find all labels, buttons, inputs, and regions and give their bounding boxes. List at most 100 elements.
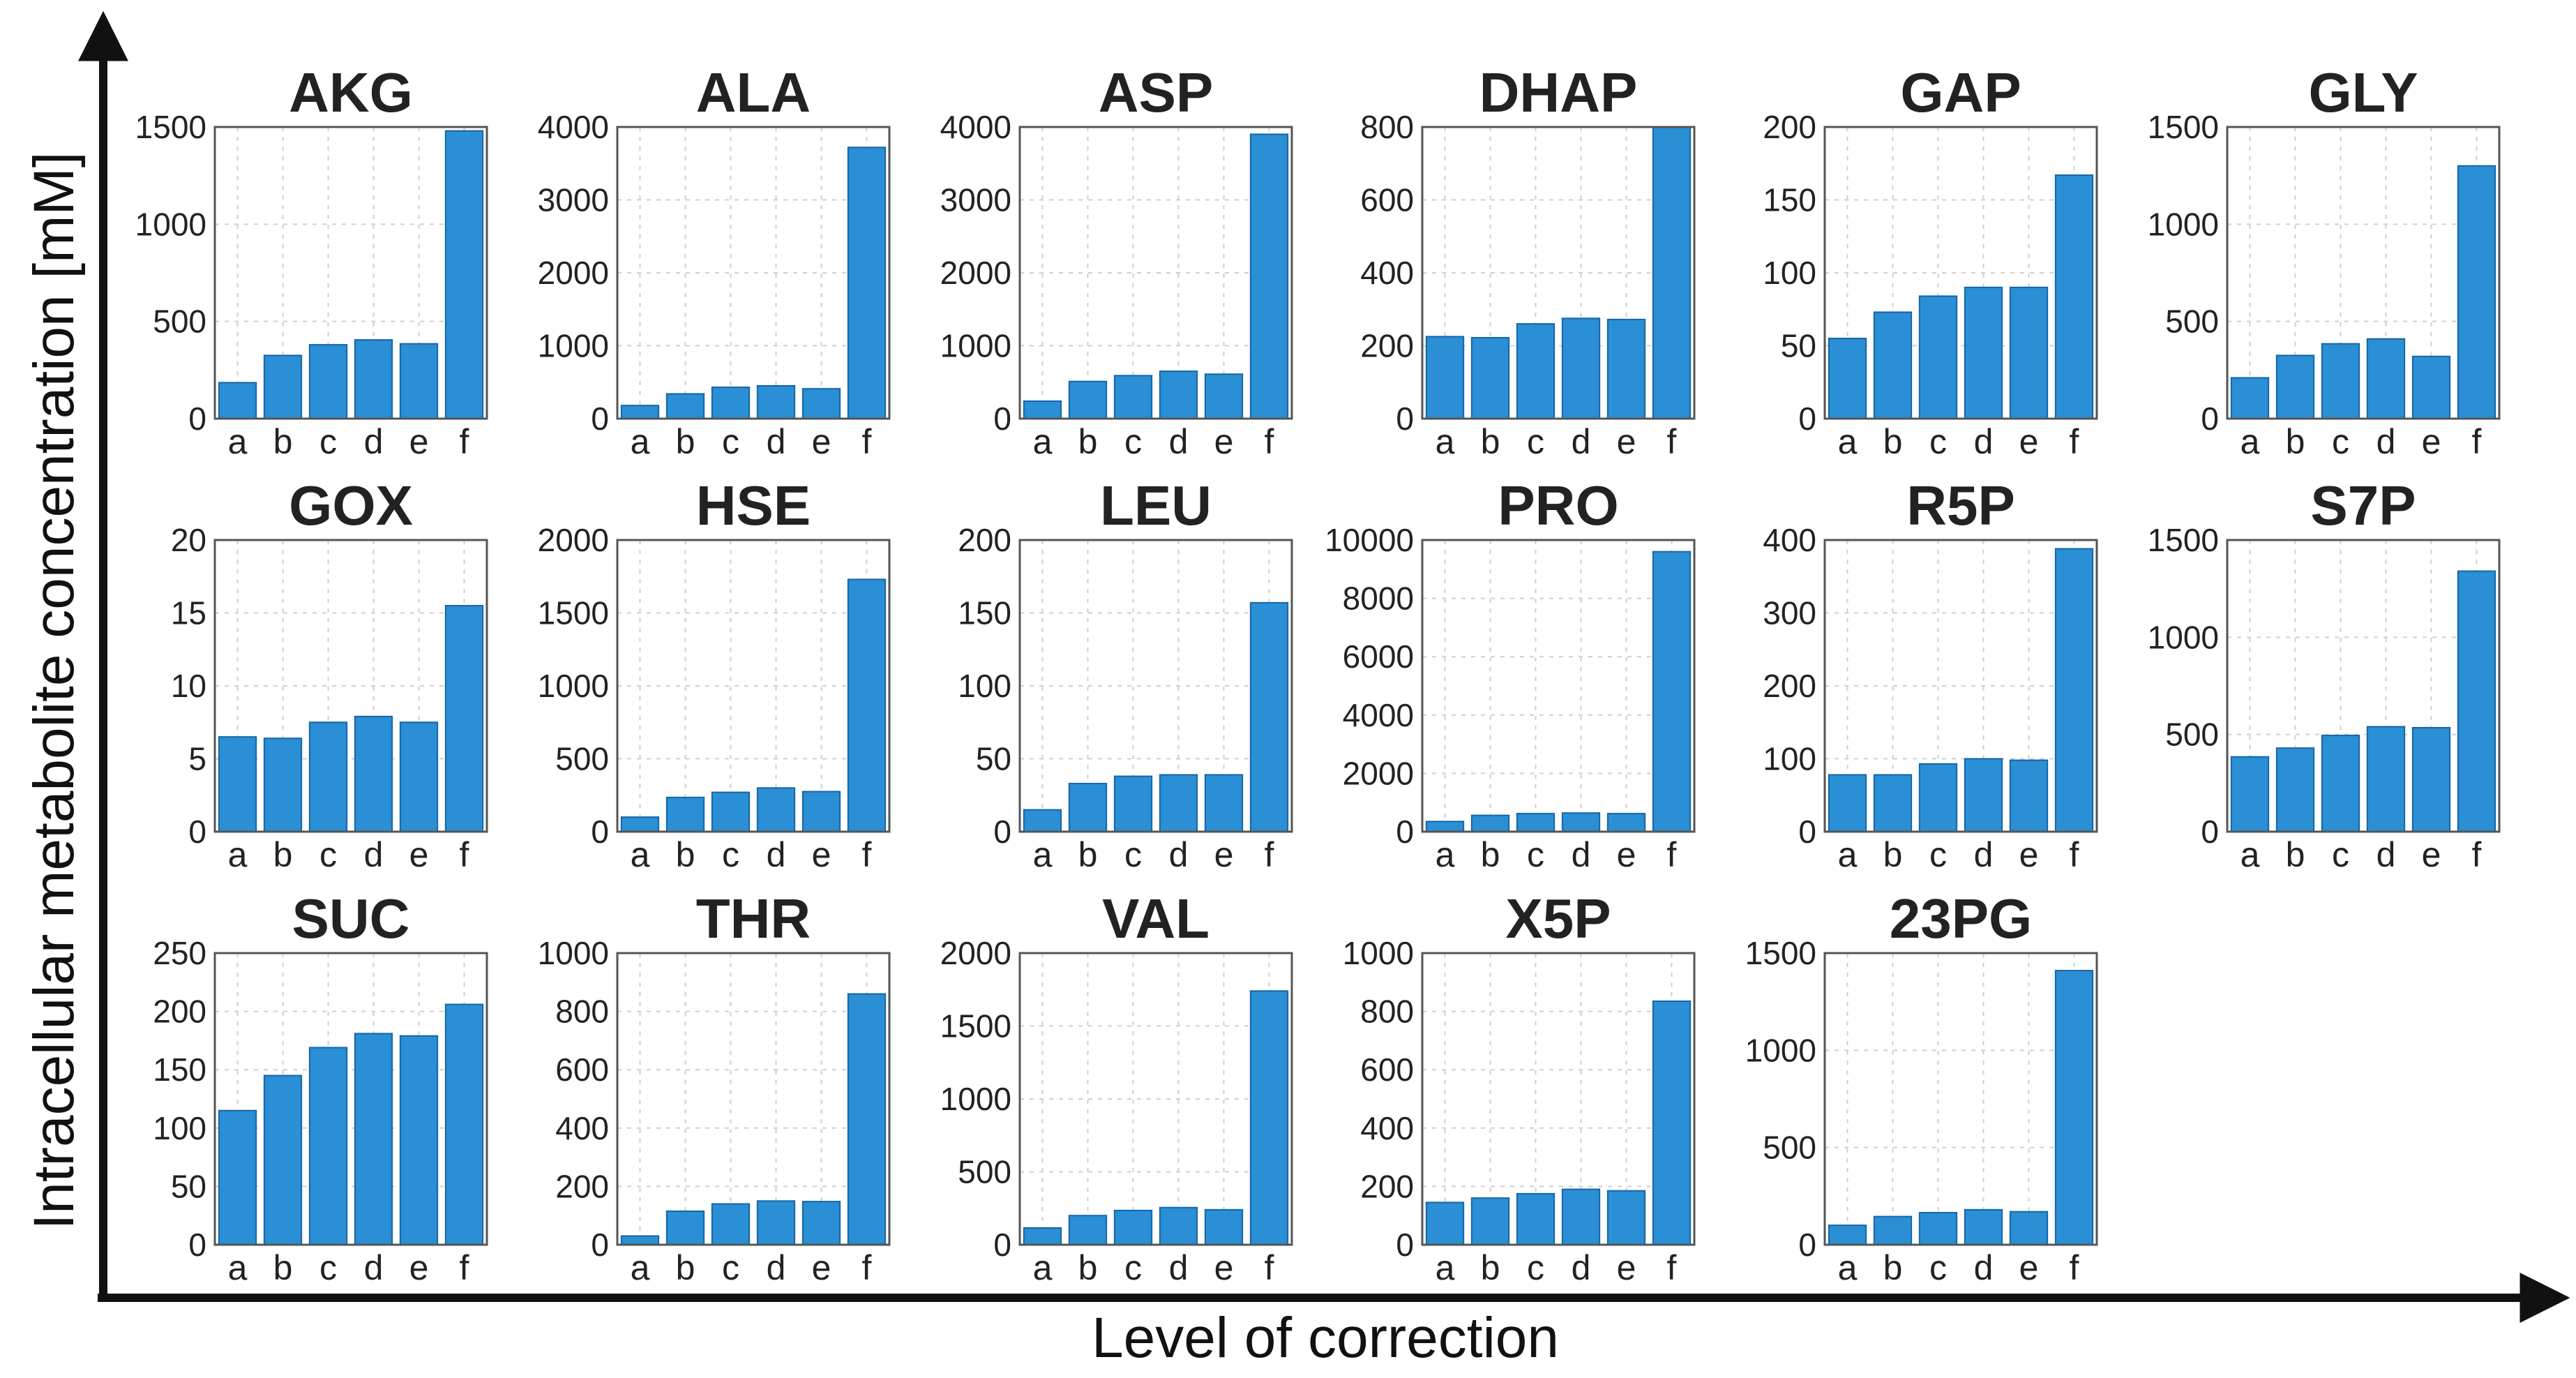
panel-s7p: 0 500 1000 1500 a b c d e f S7P <box>2148 474 2501 874</box>
x-tick-label: e <box>409 835 429 874</box>
bar-akg-f <box>444 130 484 419</box>
x-tick-label: d <box>364 422 384 461</box>
bar-leu-f <box>1249 601 1289 832</box>
bar-ala-f <box>847 147 887 419</box>
y-tick-label: 0 <box>188 1227 206 1263</box>
plot-frame <box>1823 952 2098 1246</box>
panel-hse: 0 500 1000 1500 2000 a b c d e f HSE <box>538 474 891 874</box>
y-tick-label: 10000 <box>1325 522 1414 558</box>
bar-ala-e <box>801 388 841 420</box>
x-tick-label: e <box>812 835 831 874</box>
chart-title-hse: HSE <box>696 474 811 537</box>
chart-title-asp: ASP <box>1099 61 1214 123</box>
x-tick-label: a <box>228 835 248 874</box>
x-tick-label: f <box>1265 1248 1274 1287</box>
x-tick-label: a <box>1838 422 1858 461</box>
bar-hse-a <box>620 816 660 832</box>
x-tick-label: d <box>1974 1248 1994 1287</box>
chart-title-suc: SUC <box>292 888 410 950</box>
y-tick-label: 1500 <box>2148 522 2219 558</box>
x-tick-label: f <box>862 422 872 461</box>
x-tick-label: f <box>1265 835 1274 874</box>
bar-val-d <box>1159 1206 1198 1245</box>
x-tick-label: f <box>2472 422 2482 461</box>
bar-x5p-d <box>1561 1188 1601 1245</box>
bar-leu-c <box>1113 775 1153 832</box>
y-tick-label: 150 <box>153 1051 206 1088</box>
x-tick-label: a <box>1436 1248 1455 1287</box>
y-tick-label: 200 <box>153 994 206 1030</box>
x-tick-label: d <box>1572 1248 1591 1287</box>
bar-dhap-e <box>1606 318 1646 419</box>
x-tick-label: a <box>1838 835 1858 874</box>
y-tick-label: 100 <box>1763 255 1816 291</box>
bar-pro-f <box>1652 551 1692 832</box>
x-tick-label: b <box>273 1248 293 1287</box>
bar-gox-d <box>354 715 393 833</box>
bar-gap-e <box>2009 286 2049 419</box>
x-tick-label: a <box>1436 422 1455 461</box>
bar-thr-a <box>620 1235 660 1245</box>
bar-asp-a <box>1023 400 1062 419</box>
x-tick-label: f <box>1667 835 1677 874</box>
panel-akg: 0 500 1000 1500 a b c d e f AKG <box>135 61 488 461</box>
x-tick-label: d <box>1572 422 1591 461</box>
bar-leu-d <box>1159 774 1198 832</box>
y-tick-label: 1000 <box>940 328 1011 364</box>
x-tick-label: d <box>2377 422 2396 461</box>
x-tick-label: c <box>1124 835 1142 874</box>
y-tick-label: 0 <box>1396 1227 1414 1263</box>
x-tick-label: d <box>1169 1248 1189 1287</box>
bar-gox-b <box>263 737 303 832</box>
y-tick-label: 3000 <box>538 182 609 218</box>
x-tick-label: a <box>1033 1248 1053 1287</box>
chart-title-thr: THR <box>696 888 811 950</box>
y-tick-label: 0 <box>2201 400 2219 437</box>
x-tick-label: f <box>460 835 469 874</box>
x-tick-label: d <box>1974 835 1994 874</box>
y-tick-label: 0 <box>1798 1227 1816 1263</box>
x-tick-label: c <box>319 1248 337 1287</box>
y-tick-label: 50 <box>976 741 1011 777</box>
bar-val-c <box>1113 1209 1153 1246</box>
bar-hse-f <box>847 578 887 832</box>
y-tick-label: 200 <box>958 522 1011 558</box>
bar-akg-c <box>308 344 348 419</box>
bar-gly-a <box>2230 377 2270 419</box>
bar-gox-c <box>308 721 348 832</box>
panel-x5p: 0 200 400 600 800 1000 a b c d e f X5P <box>1343 888 1696 1287</box>
y-tick-label: 1500 <box>135 109 206 145</box>
bar-asp-d <box>1159 370 1198 420</box>
x-tick-label: e <box>1214 835 1234 874</box>
bar-r5p-f <box>2054 548 2094 832</box>
x-tick-label: c <box>1527 422 1544 461</box>
x-tick-label: e <box>409 1248 429 1287</box>
bar-dhap-a <box>1425 336 1465 419</box>
y-tick-label: 2000 <box>1343 755 1414 791</box>
x-tick-label: d <box>1572 835 1591 874</box>
bar-pro-e <box>1606 813 1646 832</box>
x-tick-label: c <box>2332 835 2349 874</box>
bar-s7p-f <box>2457 570 2496 832</box>
x-tick-label: b <box>273 422 293 461</box>
y-tick-label: 600 <box>555 1051 609 1088</box>
bar-r5p-e <box>2009 759 2049 832</box>
y-tick-label: 100 <box>958 668 1011 704</box>
bar-hse-d <box>756 787 796 833</box>
plot-frame <box>1018 126 1293 420</box>
x-tick-label: b <box>1078 835 1098 874</box>
x-tick-label: b <box>676 1248 695 1287</box>
bar-gap-f <box>2054 174 2094 419</box>
bar-val-e <box>1204 1208 1244 1245</box>
x-tick-label: c <box>1124 1248 1142 1287</box>
x-tick-label: f <box>460 1248 469 1287</box>
bar-23pg-c <box>1918 1212 1958 1246</box>
x-tick-label: a <box>631 422 650 461</box>
x-tick-label: d <box>2377 835 2396 874</box>
panel-ala: 0 1000 2000 3000 4000 a b c d e f ALA <box>538 61 891 461</box>
y-tick-label: 1000 <box>538 935 609 971</box>
x-tick-label: e <box>1617 1248 1636 1287</box>
x-tick-label: f <box>2472 835 2482 874</box>
plot-frame <box>213 539 488 833</box>
plot-frame <box>1823 539 2098 833</box>
